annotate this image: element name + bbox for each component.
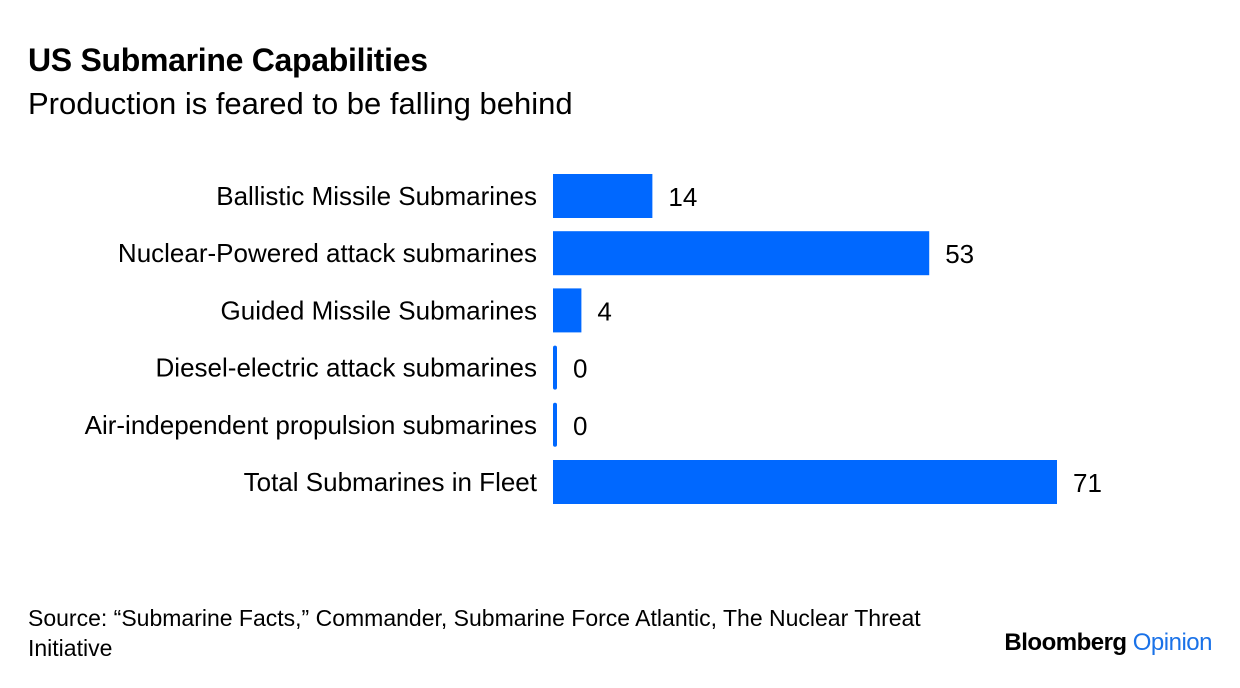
category-label: Guided Missile Submarines bbox=[221, 295, 537, 325]
category-label: Total Submarines in Fleet bbox=[244, 467, 538, 497]
category-label: Air-independent propulsion submarines bbox=[85, 410, 537, 440]
category-label: Diesel-electric attack submarines bbox=[156, 353, 537, 383]
value-label: 53 bbox=[945, 239, 974, 269]
bar bbox=[553, 345, 557, 390]
value-label: 0 bbox=[573, 411, 587, 441]
value-label: 4 bbox=[597, 296, 611, 326]
value-label: 0 bbox=[573, 354, 587, 384]
category-label: Ballistic Missile Submarines bbox=[216, 181, 537, 211]
chart-title: US Submarine Capabilities bbox=[28, 42, 428, 78]
bar bbox=[553, 288, 582, 333]
bar bbox=[553, 174, 653, 218]
source-note: Source: “Submarine Facts,” Commander, Su… bbox=[28, 605, 921, 661]
brand-logo: Bloomberg Opinion bbox=[1004, 628, 1212, 658]
bar bbox=[553, 460, 1057, 504]
value-label: 14 bbox=[668, 182, 697, 212]
category-label: Nuclear-Powered attack submarines bbox=[118, 238, 537, 268]
brand-name: Bloomberg bbox=[1004, 629, 1127, 656]
bar bbox=[553, 402, 557, 447]
value-label: 71 bbox=[1073, 468, 1102, 498]
chart-subtitle: Production is feared to be falling behin… bbox=[28, 86, 573, 121]
brand-section: Opinion bbox=[1132, 629, 1213, 656]
bar bbox=[553, 231, 930, 276]
